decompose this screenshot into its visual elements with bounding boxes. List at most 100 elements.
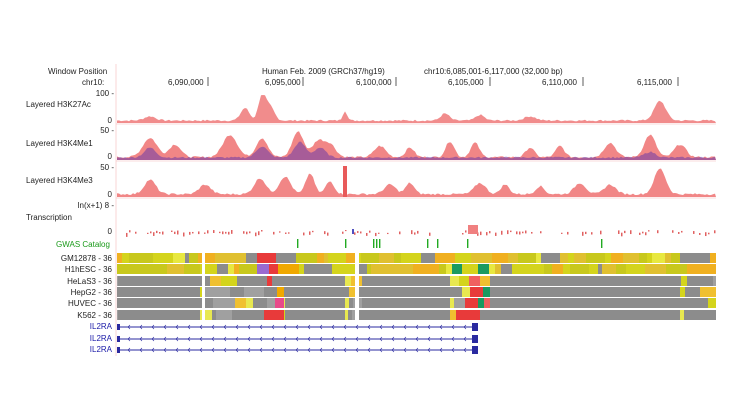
gene-label-il2ra[interactable]: IL2RA	[89, 345, 112, 354]
gene-strand-arrow	[403, 324, 407, 330]
track-label-chromhmm-hepg2[interactable]: HepG2 - 36	[70, 288, 112, 297]
chromhmm-state-segment	[421, 253, 435, 263]
chromhmm-state-segment	[422, 264, 426, 274]
transcription-bar	[273, 231, 275, 235]
track-label-h3k27ac[interactable]: Layered H3K27Ac	[26, 100, 91, 109]
gene-strand-arrow	[235, 324, 239, 330]
chromhmm-state-segment	[210, 276, 221, 286]
chromhmm-gap	[355, 310, 359, 320]
gene-strand-arrow	[463, 336, 467, 342]
gene-strand-arrow	[247, 336, 251, 342]
transcription-bar	[516, 231, 518, 235]
gene-strand-arrow	[211, 336, 215, 342]
gene-strand-arrow	[427, 336, 431, 342]
chromhmm-state-segment	[122, 253, 129, 263]
chromhmm-state-segment	[118, 287, 200, 297]
track-max-h3k4me1: 50 -	[100, 126, 114, 135]
gene-strand-arrow	[367, 336, 371, 342]
gene-strand-arrow	[319, 347, 323, 353]
chromhmm-gap	[202, 264, 205, 274]
chromhmm-state-segment	[359, 264, 367, 274]
ruler-tick-label: 6,090,000	[168, 78, 204, 87]
chromhmm-gap	[202, 276, 205, 286]
chromhmm-state-segment	[447, 276, 459, 286]
transcription-bar	[354, 232, 356, 235]
track-label-transcription[interactable]: Transcription	[26, 213, 72, 222]
chromhmm-state-segment	[200, 310, 212, 320]
transcription-bar	[639, 232, 641, 235]
gwas-snp-tick	[427, 239, 429, 248]
gene-strand-arrow	[439, 336, 443, 342]
transcription-bar	[681, 230, 683, 233]
transcription-bar	[378, 232, 380, 234]
chromhmm-state-segment	[586, 253, 605, 263]
transcription-bar	[243, 231, 245, 234]
transcription-bar	[249, 231, 251, 234]
transcription-bar	[693, 231, 695, 234]
gene-strand-arrow	[451, 324, 455, 330]
transcription-bar	[342, 231, 344, 234]
gene-strand-arrow	[247, 347, 251, 353]
chromhmm-gap	[355, 287, 359, 297]
track-label-chromhmm-h1hesc[interactable]: H1hESC - 36	[64, 265, 112, 274]
gene-strand-arrow	[127, 324, 131, 330]
gene-strand-arrow	[331, 347, 335, 353]
gene-strand-arrow	[307, 324, 311, 330]
chromhmm-state-segment	[697, 310, 716, 320]
chromhmm-state-segment	[246, 298, 253, 308]
track-label-gwas[interactable]: GWAS Catalog	[56, 240, 110, 249]
transcription-bar	[495, 232, 497, 236]
chromhmm-state-segment	[490, 298, 680, 308]
track-max-transcription: ln(x+1) 8 -	[77, 201, 114, 210]
transcription-bar	[522, 231, 524, 234]
chromhmm-state-segment	[222, 298, 235, 308]
chromhmm-state-segment	[459, 276, 469, 286]
gene-label-il2ra[interactable]: IL2RA	[89, 334, 112, 343]
chromhmm-state-segment	[276, 253, 296, 263]
transcription-bar	[480, 231, 482, 236]
chromhmm-state-segment	[285, 298, 345, 308]
transcription-bar	[352, 229, 354, 234]
chromhmm-state-segment	[541, 253, 560, 263]
chromhmm-state-segment	[205, 287, 226, 297]
chromhmm-state-segment	[264, 287, 277, 297]
transcription-bar	[183, 232, 185, 237]
gene-label-il2ra[interactable]: IL2RA	[89, 322, 112, 331]
track-label-chromhmm-gm12878[interactable]: GM12878 - 36	[60, 254, 112, 263]
transcription-bar	[192, 231, 194, 234]
transcription-bar	[540, 231, 542, 234]
gene-strand-arrow	[151, 347, 155, 353]
gene-strand-arrow	[295, 347, 299, 353]
chromhmm-state-segment	[272, 276, 285, 286]
track-label-chromhmm-helas3[interactable]: HeLaS3 - 36	[67, 277, 112, 286]
transcription-bar	[198, 231, 200, 235]
track-label-chromhmm-huvec[interactable]: HUVEC - 36	[67, 299, 112, 308]
track-label-h3k4me3[interactable]: Layered H3K4Me3	[26, 176, 93, 185]
gwas-snp-tick	[345, 239, 347, 248]
chromhmm-state-segment	[342, 276, 351, 286]
chromhmm-state-segment	[490, 287, 680, 297]
transcription-bar	[156, 230, 158, 234]
track-label-h3k4me1[interactable]: Layered H3K4Me1	[26, 139, 93, 148]
gene-exon	[117, 347, 120, 353]
chromhmm-state-segment	[462, 287, 470, 297]
transcription-bar	[285, 232, 287, 234]
h3k4me1-signal-layer	[117, 141, 716, 160]
gene-strand-arrow	[199, 324, 203, 330]
gene-strand-arrow	[427, 324, 431, 330]
chromhmm-state-segment	[118, 310, 200, 320]
transcription-bar	[129, 230, 131, 233]
track-label-chromhmm-k562[interactable]: K562 - 36	[77, 311, 112, 320]
chromhmm-state-segment	[704, 253, 710, 263]
chromhmm-state-segment	[328, 253, 346, 263]
transcription-bar	[327, 232, 329, 236]
transcription-track	[126, 225, 716, 237]
chromhmm-state-segment	[452, 264, 462, 274]
track-min-h3k4me3: 0	[107, 190, 112, 199]
gene-strand-arrow	[259, 336, 263, 342]
transcription-bar	[714, 230, 716, 234]
transcription-bar	[399, 231, 401, 235]
chromhmm-state-segment	[570, 264, 589, 274]
